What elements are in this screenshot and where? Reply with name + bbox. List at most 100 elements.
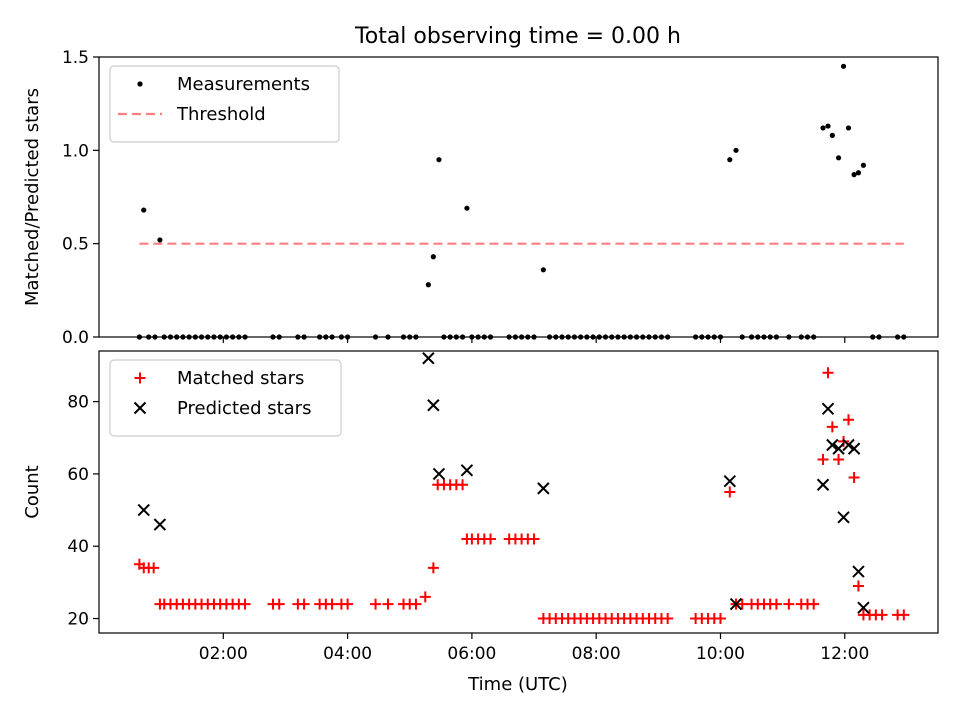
dot-point bbox=[851, 172, 857, 178]
x-point bbox=[832, 442, 845, 455]
dot-point bbox=[425, 282, 431, 288]
y-tick-label: 0.5 bbox=[62, 235, 89, 255]
plus-point bbox=[714, 613, 726, 625]
plus-point bbox=[273, 598, 285, 610]
dot-point bbox=[540, 267, 546, 273]
count-panel-ylabel: Count bbox=[22, 465, 43, 518]
plus-point bbox=[843, 414, 855, 426]
x-point bbox=[723, 474, 737, 488]
x-tick-label: 02:00 bbox=[199, 644, 248, 664]
plus-point bbox=[342, 598, 354, 610]
dot-point bbox=[829, 132, 835, 138]
x-axis-label: Time (UTC) bbox=[467, 674, 568, 695]
x-point bbox=[821, 402, 835, 416]
plus-point bbox=[724, 486, 736, 498]
x-point bbox=[857, 601, 870, 614]
y-tick-label: 1.0 bbox=[62, 141, 89, 161]
dot-point bbox=[855, 170, 862, 176]
plus-point bbox=[419, 591, 431, 603]
dot-point bbox=[820, 125, 826, 131]
plus-point bbox=[833, 453, 845, 465]
x-point bbox=[826, 438, 839, 452]
x-point bbox=[422, 352, 435, 365]
dot-point bbox=[840, 63, 847, 69]
legend-box bbox=[109, 65, 340, 143]
plus-point bbox=[826, 421, 838, 433]
plus-point bbox=[485, 533, 497, 545]
ratio-panel: 0.0 0.5 1.0 1.5 Matched/Predicted stars Mea… bbox=[22, 48, 939, 348]
plus-point bbox=[808, 598, 820, 610]
plus-point bbox=[148, 562, 160, 574]
plus-point bbox=[852, 580, 864, 592]
plus-point bbox=[898, 609, 910, 621]
x-point bbox=[729, 597, 743, 611]
plus-point bbox=[382, 598, 394, 610]
legend-plus-swatch bbox=[134, 372, 146, 384]
x-point bbox=[153, 518, 167, 531]
plus-point bbox=[876, 609, 888, 621]
plus-point bbox=[822, 367, 834, 379]
x-tick-label: 06:00 bbox=[447, 644, 496, 664]
plus-point bbox=[662, 613, 674, 625]
dot-point bbox=[464, 205, 470, 211]
series-matched-stars bbox=[133, 367, 910, 625]
dot-point bbox=[430, 254, 436, 260]
x-tick-label: 10:00 bbox=[696, 644, 745, 664]
y-tick-label: 20 bbox=[67, 610, 89, 630]
x-point bbox=[852, 565, 865, 578]
y-tick-label: 60 bbox=[67, 465, 89, 485]
plus-point bbox=[528, 533, 540, 545]
dot-point bbox=[727, 157, 733, 163]
y-tick-label: 40 bbox=[67, 537, 89, 557]
legend-label: Predicted stars bbox=[177, 398, 311, 419]
dot-point bbox=[436, 157, 442, 163]
x-point bbox=[816, 478, 830, 491]
x-point bbox=[837, 511, 850, 524]
legend-label: Matched stars bbox=[177, 368, 304, 389]
plus-point bbox=[298, 598, 310, 610]
dot-point bbox=[845, 125, 852, 131]
ratio-panel-legend: Measurements Threshold bbox=[109, 65, 340, 143]
x-tick-label: 12:00 bbox=[820, 644, 869, 664]
chart-title: Total observing time = 0.00 h bbox=[354, 24, 681, 49]
x-point bbox=[842, 438, 855, 452]
plus-point bbox=[736, 598, 748, 610]
count-panel-frame bbox=[98, 350, 939, 634]
plus-point bbox=[783, 598, 795, 610]
x-point bbox=[427, 399, 440, 412]
dot-point bbox=[157, 237, 163, 243]
plus-point bbox=[848, 472, 860, 484]
dot-point bbox=[141, 207, 147, 213]
plus-point bbox=[817, 453, 829, 465]
y-tick-label: 0.0 bbox=[62, 328, 89, 348]
plus-point bbox=[326, 598, 338, 610]
x-point bbox=[137, 503, 150, 517]
dot-point bbox=[835, 155, 842, 161]
ratio-panel-ylabel: Matched/Predicted stars bbox=[22, 88, 43, 306]
series-predicted-stars bbox=[137, 352, 870, 614]
plus-point bbox=[770, 598, 782, 610]
x-tick-label: 08:00 bbox=[572, 644, 621, 664]
plus-point bbox=[370, 598, 382, 610]
legend-label: Measurements bbox=[177, 74, 310, 95]
legend-dot-swatch bbox=[137, 81, 143, 87]
x-point bbox=[847, 442, 861, 455]
plus-point bbox=[239, 598, 251, 610]
count-panel: 20 40 60 80 02:00 04:00 06:00 08:00 10:00 12:00 C… bbox=[22, 350, 939, 664]
x-point bbox=[432, 467, 446, 481]
legend-label: Threshold bbox=[176, 104, 266, 125]
plus-point bbox=[427, 562, 439, 574]
legend-box bbox=[109, 359, 342, 437]
x-point bbox=[537, 482, 550, 495]
dot-point bbox=[860, 162, 867, 168]
y-tick-label: 1.5 bbox=[62, 48, 89, 68]
x-tick-label: 04:00 bbox=[323, 644, 372, 664]
y-tick-label: 80 bbox=[67, 393, 89, 413]
plus-point bbox=[410, 598, 422, 610]
ratio-panel-frame bbox=[98, 56, 939, 338]
dot-point bbox=[825, 123, 831, 129]
legend-x-swatch bbox=[133, 401, 147, 415]
plus-point bbox=[457, 479, 469, 491]
dot-point bbox=[733, 147, 739, 153]
